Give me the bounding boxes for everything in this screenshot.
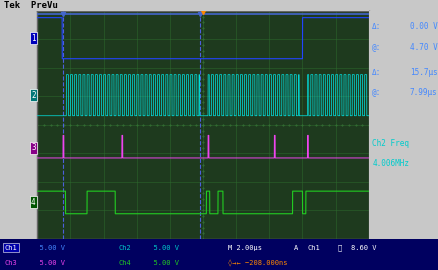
Text: 0.00 V: 0.00 V [409,22,437,31]
Text: Δ:: Δ: [371,68,381,77]
Text: 5.00 V: 5.00 V [31,245,64,251]
Text: @:: @: [371,89,381,97]
Text: A: A [293,245,298,251]
Text: M 2.00μs: M 2.00μs [228,245,261,251]
Text: 5.00 V: 5.00 V [145,245,178,251]
Text: Ch4: Ch4 [118,260,131,266]
Text: ◊→← −208.000ns: ◊→← −208.000ns [228,259,287,267]
Text: Ch3: Ch3 [4,260,17,266]
Text: Ch2: Ch2 [118,245,131,251]
Text: @:: @: [371,43,381,52]
Text: 15.7μs: 15.7μs [409,68,437,77]
Text: 4: 4 [31,198,35,207]
Text: 8.60 V: 8.60 V [350,245,376,251]
Text: Tek  PreVu: Tek PreVu [4,1,57,10]
Text: 3: 3 [31,143,35,152]
Text: Ch1: Ch1 [307,245,319,251]
Text: Ch1: Ch1 [4,245,17,251]
Text: +: + [369,13,377,23]
Text: 7.99μs: 7.99μs [409,89,437,97]
Text: 5.00 V: 5.00 V [145,260,178,266]
Text: 2: 2 [31,91,35,100]
Text: 4.006MHz: 4.006MHz [371,159,408,168]
Text: 1: 1 [31,34,35,43]
Text: 4.70 V: 4.70 V [409,43,437,52]
Text: Δ:: Δ: [371,22,381,31]
Text: Ch2 Freq: Ch2 Freq [371,139,408,148]
Text: ∯: ∯ [337,244,342,251]
Text: 5.00 V: 5.00 V [31,260,64,266]
